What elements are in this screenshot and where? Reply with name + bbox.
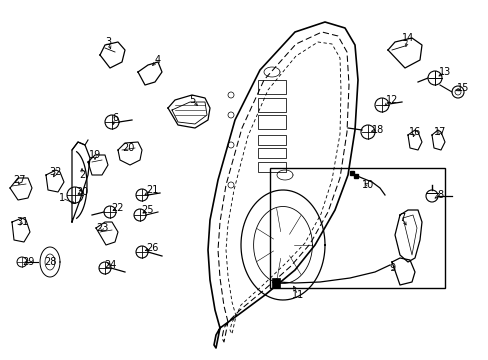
Text: 32: 32	[50, 167, 62, 177]
Text: 10: 10	[361, 180, 373, 190]
Text: 24: 24	[103, 260, 116, 270]
Bar	[258, 80, 285, 94]
Text: 4: 4	[155, 55, 161, 65]
Text: 13: 13	[438, 67, 450, 77]
Text: 3: 3	[105, 37, 111, 47]
Bar	[269, 168, 444, 288]
Bar	[258, 148, 285, 158]
Text: 27: 27	[14, 175, 26, 185]
Text: 19: 19	[89, 150, 101, 160]
Text: 21: 21	[145, 185, 158, 195]
Text: 9: 9	[388, 263, 394, 273]
Text: 20: 20	[122, 143, 134, 153]
Text: 15: 15	[456, 83, 468, 93]
Text: 7: 7	[398, 213, 404, 223]
Text: 29: 29	[22, 257, 34, 267]
Text: 23: 23	[96, 223, 108, 233]
Text: 31: 31	[16, 217, 28, 227]
Bar	[271, 278, 280, 288]
Text: 1: 1	[59, 193, 65, 203]
Text: 16: 16	[408, 127, 420, 137]
Text: 8: 8	[436, 190, 442, 200]
Text: 5: 5	[188, 95, 195, 105]
Text: 28: 28	[44, 257, 56, 267]
Text: 22: 22	[112, 203, 124, 213]
Text: 18: 18	[371, 125, 384, 135]
Bar	[258, 98, 285, 112]
Text: 17: 17	[433, 127, 445, 137]
Text: 2: 2	[79, 170, 85, 180]
Text: 6: 6	[112, 113, 118, 123]
Text: 14: 14	[401, 33, 413, 43]
Text: 30: 30	[76, 187, 88, 197]
Bar	[258, 115, 285, 129]
Text: 26: 26	[145, 243, 158, 253]
Text: 12: 12	[385, 95, 397, 105]
Bar	[258, 135, 285, 145]
Text: 25: 25	[142, 205, 154, 215]
Bar	[258, 162, 285, 172]
Text: 11: 11	[291, 290, 304, 300]
